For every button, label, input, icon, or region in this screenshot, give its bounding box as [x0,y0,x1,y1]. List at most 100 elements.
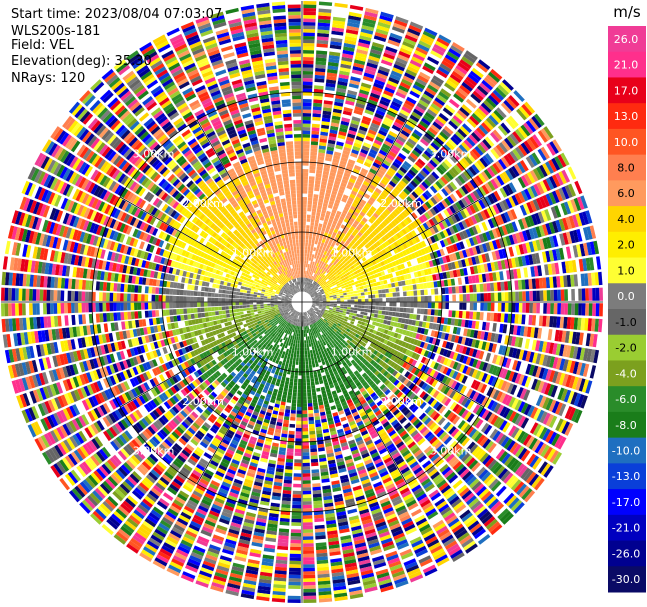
velocity-gate [420,499,431,508]
velocity-gate [411,191,419,199]
velocity-gate [317,328,321,333]
velocity-gate [457,484,468,495]
velocity-gate [375,28,389,36]
velocity-gate [458,187,466,197]
velocity-gate [332,16,346,22]
velocity-gate [330,302,334,304]
velocity-gate [385,288,389,293]
velocity-gate [302,232,306,236]
velocity-gate [336,141,344,147]
velocity-gate [433,43,447,53]
velocity-gate [344,39,357,45]
velocity-gate [337,219,343,224]
velocity-gate [373,407,380,414]
velocity-gate [517,144,528,157]
velocity-gate [368,95,379,103]
velocity-gate [359,228,365,235]
velocity-gate [283,419,289,424]
velocity-gate [357,214,364,220]
velocity-gate [348,242,354,248]
velocity-gate [438,164,448,173]
velocity-gate [330,335,335,340]
velocity-gate [302,207,307,212]
velocity-gate [589,241,596,255]
velocity-gate [319,191,325,196]
velocity-gate [367,287,372,292]
velocity-gate [375,461,384,468]
velocity-gate [305,289,308,293]
velocity-gate [444,333,450,341]
velocity-gate [436,346,442,355]
velocity-gate [383,480,394,488]
velocity-gate [390,236,396,243]
velocity-gate [389,384,396,391]
velocity-gate [467,216,475,226]
velocity-gate [485,97,497,109]
velocity-gate [418,496,429,505]
velocity-gate [388,130,398,138]
velocity-gate [329,353,334,358]
velocity-gate [443,386,451,395]
velocity-gate [375,306,379,310]
velocity-gate [549,276,554,288]
velocity-gate [325,326,330,331]
velocity-gate [317,263,321,268]
velocity-gate [433,281,438,288]
velocity-gate [430,281,435,288]
velocity-gate [343,206,350,212]
velocity-gate [354,433,362,439]
velocity-gate [410,252,417,259]
velocity-gate [303,32,315,37]
velocity-gate [355,381,362,387]
velocity-gate [508,222,515,233]
velocity-gate [487,332,492,342]
velocity-gate [327,182,334,187]
velocity-gate [372,162,381,169]
velocity-gate [480,264,486,273]
velocity-gate [339,248,344,253]
velocity-gate [302,357,305,362]
velocity-gate [292,360,296,365]
velocity-gate [314,270,318,274]
velocity-gate [545,250,551,263]
velocity-gate [398,258,404,264]
velocity-gate [528,437,538,450]
velocity-gate [302,396,307,400]
velocity-gate [326,265,331,270]
velocity-gate [500,470,511,482]
velocity-gate [471,67,484,79]
velocity-gate [424,384,431,392]
velocity-gate [348,276,354,281]
velocity-gate [561,421,571,435]
velocity-gate [441,295,446,302]
velocity-gate [327,68,338,74]
velocity-gate [335,309,340,312]
velocity-gate [490,262,496,272]
velocity-gate [437,309,442,316]
velocity-gate [317,205,322,210]
velocity-gate [468,227,475,236]
velocity-gate [424,431,433,440]
velocity-gate [434,118,445,128]
velocity-gate [392,254,398,261]
velocity-gate [311,472,320,477]
velocity-gate [348,402,354,408]
velocity-gate [387,353,393,359]
velocity-gate [551,433,561,447]
velocity-gate [458,345,465,354]
velocity-gate [515,302,519,313]
velocity-gate [336,334,341,339]
velocity-gate [429,436,438,445]
velocity-gate [333,328,338,333]
velocity-gate [333,183,340,189]
velocity-gate [491,343,497,353]
velocity-gate [386,215,393,222]
velocity-gate [351,318,356,322]
velocity-gate [466,413,475,423]
velocity-gate [474,255,480,265]
velocity-gate [514,336,520,347]
velocity-gate [324,292,329,295]
velocity-gate [309,253,312,258]
velocity-gate [490,131,500,143]
velocity-gate [488,241,495,251]
